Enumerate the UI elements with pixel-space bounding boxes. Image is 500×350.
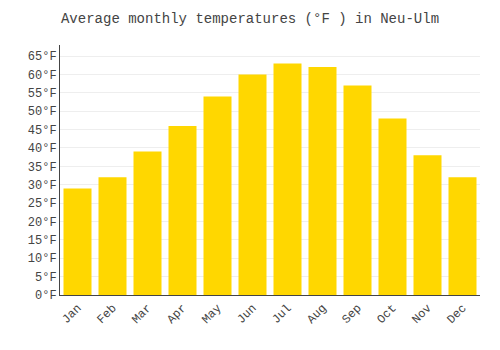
svg-text:Aug: Aug [304,302,329,327]
svg-text:Sep: Sep [339,302,364,327]
svg-text:20°F: 20°F [28,216,57,230]
svg-text:50°F: 50°F [28,105,57,119]
svg-text:Nov: Nov [409,302,434,327]
svg-text:May: May [199,302,224,327]
svg-text:Jan: Jan [59,302,84,327]
svg-text:60°F: 60°F [28,69,57,83]
svg-text:40°F: 40°F [28,142,57,156]
svg-text:Mar: Mar [129,302,154,327]
svg-text:Average monthly temperatures (: Average monthly temperatures (°F ) in Ne… [61,11,439,27]
svg-text:Jun: Jun [234,302,259,327]
svg-text:0°F: 0°F [35,289,57,303]
svg-text:Feb: Feb [94,302,119,327]
svg-text:10°F: 10°F [28,252,57,266]
svg-text:5°F: 5°F [35,271,57,285]
svg-text:30°F: 30°F [28,179,57,193]
svg-text:Oct: Oct [374,302,399,327]
svg-text:35°F: 35°F [28,161,57,175]
svg-text:45°F: 45°F [28,124,57,138]
svg-text:Dec: Dec [444,302,469,327]
svg-text:Jul: Jul [269,302,294,327]
svg-text:55°F: 55°F [28,87,57,101]
svg-text:25°F: 25°F [28,197,57,211]
svg-text:15°F: 15°F [28,234,57,248]
svg-text:Apr: Apr [164,302,189,327]
svg-text:65°F: 65°F [28,50,57,64]
